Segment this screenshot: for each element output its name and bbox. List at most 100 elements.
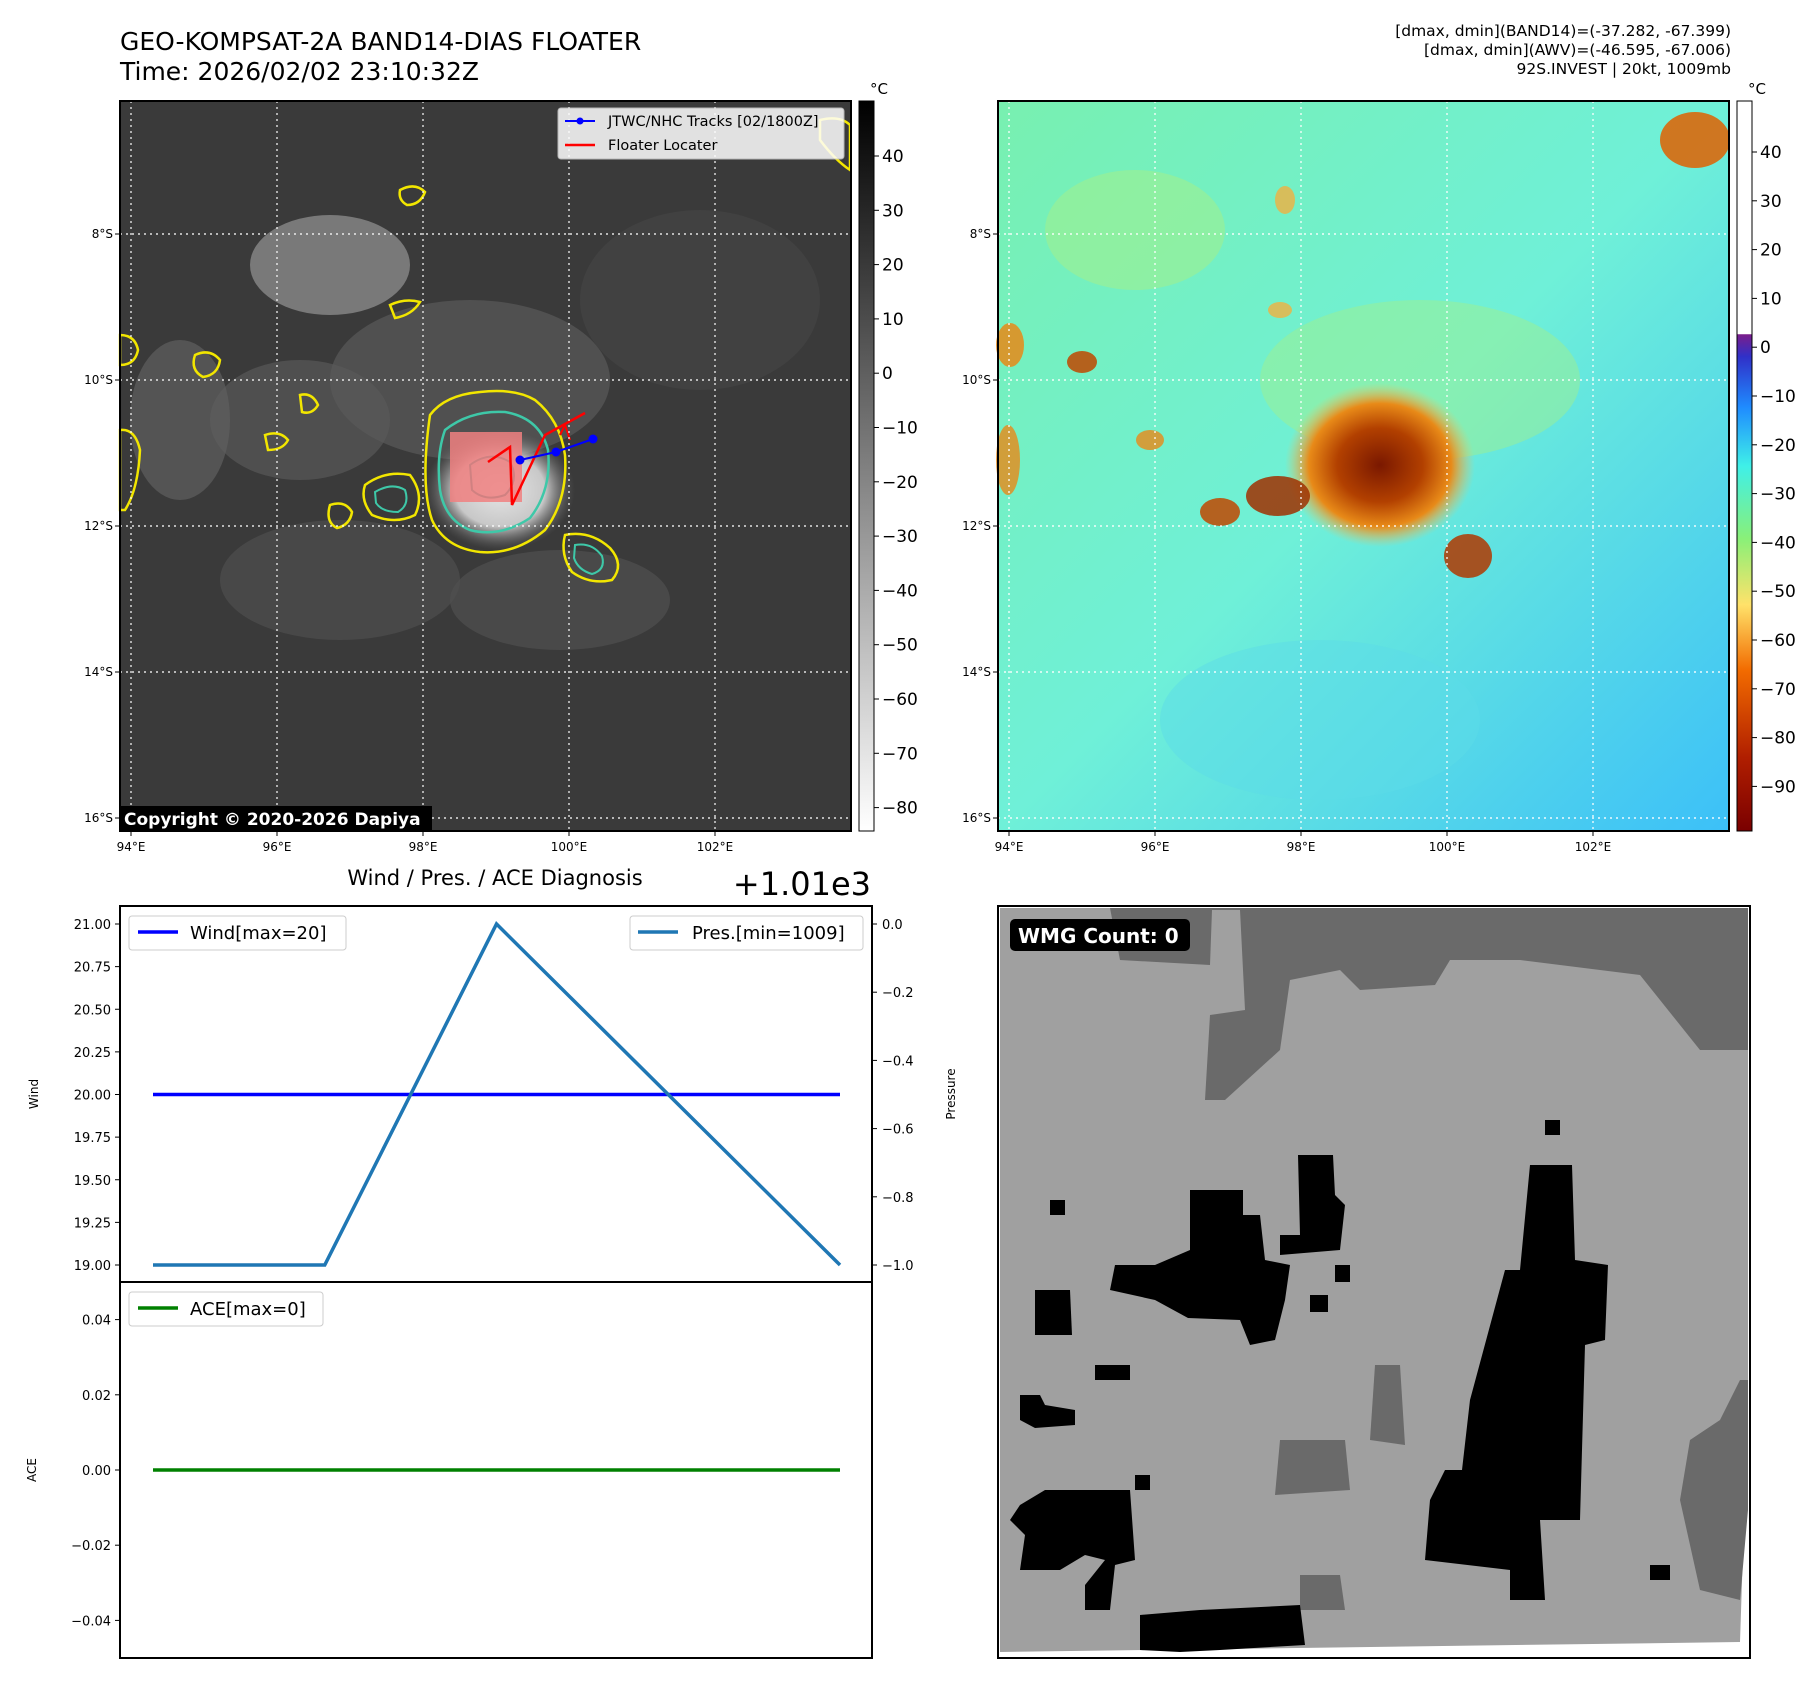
wind-y-tick-label: 21.00 [74,918,111,933]
wind-ylabel: Wind [27,1079,41,1109]
ir-colorbar: °C 40 30 20 10 0 −10 −20 −30 −40 −50 −60 −70 −80 [858,80,918,832]
wind-y-tick-label: 20.25 [74,1046,111,1061]
copyright-text: Copyright © 2020-2026 Dapiya [124,810,421,830]
floater-locater-line [487,411,586,506]
lat-tick-label: 14°S [84,665,113,679]
colorbar-tick-label: −90 [1760,777,1796,797]
colorbar-tick-label: −70 [1760,680,1796,700]
wind-y-tick-label: 20.00 [74,1089,111,1104]
ir-map-panel: JTWC/NHC Tracks [02/1800Z] Floater Locat… [118,100,852,832]
contour-teal [437,410,550,534]
ace-y-tick-label: 0.00 [82,1464,111,1479]
pressure-offset-text: +1.01e3 [733,865,871,903]
pressure-legend: Pres.[min=1009] [629,915,864,951]
colorbar-tick-label: 10 [1760,289,1782,309]
colorbar-tick-label: −10 [1760,387,1796,407]
track-point [588,434,598,444]
lon-tick-label: 100°E [1429,840,1466,854]
pressure-y-tick-label: −0.6 [882,1123,914,1138]
lat-tick-label: 14°S [962,665,991,679]
ace-legend: ACE[max=0] [128,1291,324,1327]
diag-panel: Wind / Pres. / ACE Diagnosis +1.01e3 19.… [25,865,958,1659]
colorbar-tick-label: 10 [882,310,904,330]
pressure-legend-label: Pres.[min=1009] [692,923,845,944]
colorbar-tick-label: −50 [1760,582,1796,602]
legend-floater-label: Floater Locater [608,138,717,154]
pressure-y-tick-label: 0.0 [882,918,903,933]
lon-tick-label: 102°E [1575,840,1612,854]
lat-tick-label: 16°S [84,811,113,825]
colorbar-tick-label: 30 [882,201,904,221]
info-line-3: 92S.INVEST | 20kt, 1009mb [1516,60,1731,78]
lat-tick-label: 8°S [970,227,991,241]
wmg-dark-region [1000,908,1748,1100]
wind-y-tick-label: 19.25 [74,1216,111,1231]
info-line-1: [dmax, dmin](BAND14)=(-37.282, -67.399) [1395,22,1731,40]
colorbar-tick-label: −40 [882,581,918,601]
wind-y-tick-label: 20.75 [74,961,111,976]
ace-y-tick-label: 0.02 [82,1389,111,1404]
info-line-2: [dmax, dmin](AWV)=(-46.595, -67.006) [1424,41,1731,59]
colorbar-tick-label: −30 [882,527,918,547]
colorbar-tick-label: −30 [1760,485,1796,505]
lon-tick-label: 98°E [409,840,438,854]
pressure-y-tick-label: −1.0 [882,1259,914,1274]
colorbar-tick-label: −40 [1760,533,1796,553]
title-line-1: GEO-KOMPSAT-2A BAND14-DIAS FLOATER [120,27,642,56]
wmg-black-region [1425,1165,1608,1600]
wv-gridlines [998,101,1729,831]
colorbar-tick-label: −60 [1760,631,1796,651]
track-point [551,447,561,457]
colorbar-tick-label: 30 [1760,192,1782,212]
copyright-box [120,806,432,831]
title-line-2: Time: 2026/02/02 23:10:32Z [120,57,479,86]
wind-y-tick-label: 20.50 [74,1003,111,1018]
colorbar-tick-label: −70 [882,744,918,764]
lon-tick-label: 102°E [697,840,734,854]
colorbar-tick-label: 40 [1760,143,1782,163]
pressure-y-tick-label: −0.2 [882,986,914,1001]
storm-info: [dmax, dmin](BAND14)=(-37.282, -67.399) … [1395,22,1731,79]
colorbar-tick-label: −10 [882,419,918,439]
lat-tick-label: 10°S [84,373,113,387]
track-point [515,455,525,465]
colorbar-tick-label: −50 [882,636,918,656]
pressure-ylabel: Pressure [944,1068,958,1119]
lat-tick-label: 12°S [84,519,113,533]
colorbar-tick-label: −80 [882,799,918,819]
colorbar-tick-label: −80 [1760,729,1796,749]
ace-y-tick-label: −0.04 [71,1614,111,1629]
lon-tick-label: 98°E [1287,840,1316,854]
pressure-y-tick-label: −0.4 [882,1054,914,1069]
colorbar-tick-label: −60 [882,690,918,710]
diag-title: Wind / Pres. / ACE Diagnosis [347,866,642,890]
lon-tick-label: 96°E [1141,840,1170,854]
wind-y-tick-label: 19.00 [74,1259,111,1274]
wv-map-panel [996,100,1730,832]
wmg-panel: WMG Count: 0 [997,905,1751,1659]
ace-ylabel: ACE [25,1458,39,1482]
colorbar-tick-label: 0 [1760,338,1771,358]
figure-title: GEO-KOMPSAT-2A BAND14-DIAS FLOATER Time:… [120,27,641,87]
lon-tick-label: 94°E [117,840,146,854]
wind-y-tick-label: 19.50 [74,1174,111,1189]
ace-y-tick-label: 0.04 [82,1314,111,1329]
colorbar-tick-label: 20 [1760,241,1782,261]
colorbar-tick-label: 0 [882,364,893,384]
colorbar-tick-label: −20 [1760,436,1796,456]
wmg-count-label: WMG Count: 0 [1018,924,1179,948]
wv-storm-core [1285,383,1475,547]
legend-track-label: JTWC/NHC Tracks [02/1800Z] [607,114,819,130]
pressure-series-line [153,921,842,1267]
wind-legend-label: Wind[max=20] [190,923,327,944]
lat-tick-label: 8°S [92,227,113,241]
ace-legend-label: ACE[max=0] [190,1299,306,1320]
pressure-y-tick-label: −0.8 [882,1191,914,1206]
colorbar-tick-label: 40 [882,147,904,167]
lat-tick-label: 10°S [962,373,991,387]
lon-tick-label: 100°E [551,840,588,854]
colorbar-tick-label: −20 [882,473,918,493]
ace-y-tick-label: −0.02 [71,1539,111,1554]
contour-yellow [424,389,567,554]
